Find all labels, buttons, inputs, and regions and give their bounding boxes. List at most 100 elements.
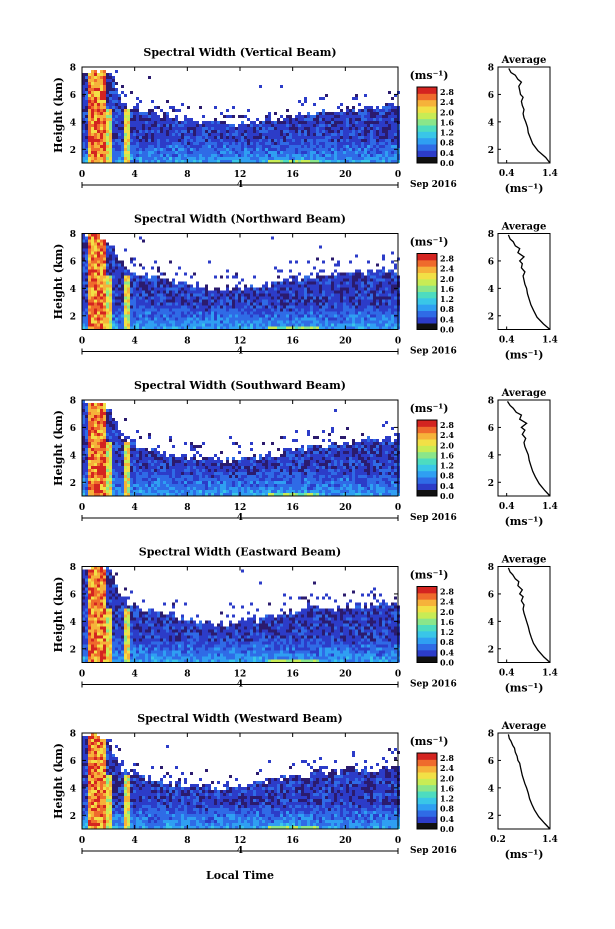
profile-xunit: (ms⁻¹) <box>505 182 544 195</box>
heatmap-cell <box>394 127 397 130</box>
heatmap-cell <box>124 136 127 139</box>
heatmap-cell <box>82 130 85 133</box>
heatmap-cell <box>325 293 328 297</box>
heatmap-cell <box>394 293 397 297</box>
heatmap-cell <box>118 121 121 124</box>
heatmap-cell <box>160 142 163 145</box>
heatmap-cell <box>208 142 211 145</box>
heatmap-cell <box>142 469 145 472</box>
heatmap-cell <box>181 124 184 127</box>
heatmap-cell <box>151 130 154 133</box>
heatmap-cell <box>241 326 244 330</box>
heatmap-cell <box>208 469 211 472</box>
heatmap-cell <box>394 275 397 279</box>
heatmap-cell <box>112 281 115 285</box>
heatmap-cell <box>97 293 100 297</box>
heatmap-cell <box>85 239 88 243</box>
heatmap-cell <box>175 323 178 327</box>
heatmap-cell <box>97 88 100 91</box>
heatmap-cell <box>88 130 91 133</box>
heatmap-cell <box>94 281 97 285</box>
heatmap-cell <box>118 487 121 490</box>
heatmap-cell <box>394 320 397 324</box>
heatmap-cell <box>91 302 94 306</box>
heatmap-cell <box>148 133 151 136</box>
heatmap-cell <box>382 278 385 282</box>
heatmap-cell <box>289 139 292 142</box>
heatmap-cell <box>103 275 106 279</box>
heatmap-cell <box>202 308 205 312</box>
heatmap-cell <box>124 463 127 466</box>
heatmap-cell <box>82 406 85 409</box>
colorbar-swatch <box>417 266 437 273</box>
heatmap-cell <box>367 308 370 312</box>
heatmap-cell <box>331 160 334 163</box>
heatmap-cell <box>289 157 292 160</box>
heatmap-cell <box>274 317 277 321</box>
x-tick-label: 20 <box>339 170 352 180</box>
heatmap-cell <box>121 85 124 88</box>
heatmap-cell <box>331 127 334 130</box>
heatmap-cell <box>139 460 142 463</box>
heatmap-cell <box>91 308 94 312</box>
heatmap-cell <box>388 281 391 285</box>
heatmap-cell <box>352 136 355 139</box>
heatmap-cell <box>340 278 343 282</box>
heatmap-cell <box>361 115 364 118</box>
heatmap-cell <box>106 421 109 424</box>
heatmap-cell <box>244 323 247 327</box>
heatmap-cell <box>100 308 103 312</box>
heatmap-cell <box>208 460 211 463</box>
heatmap-cell <box>196 142 199 145</box>
heatmap-cell <box>175 308 178 312</box>
heatmap-cell <box>274 323 277 327</box>
heatmap-cell <box>103 448 106 451</box>
heatmap-cell <box>253 160 256 163</box>
heatmap-cell <box>97 472 100 475</box>
heatmap-cell <box>133 445 136 448</box>
heatmap-cell <box>85 427 88 430</box>
heatmap-cell <box>190 457 193 460</box>
heatmap-cell <box>208 121 211 124</box>
heatmap-cell <box>193 133 196 136</box>
heatmap-cell <box>394 296 397 300</box>
heatmap-cell <box>277 320 280 324</box>
heatmap-cell <box>211 299 214 303</box>
heatmap-cell <box>82 100 85 103</box>
heatmap-cell <box>214 133 217 136</box>
heatmap-cell <box>160 460 163 463</box>
heatmap-cell <box>97 457 100 460</box>
heatmap-cell <box>94 421 97 424</box>
heatmap-cell <box>223 136 226 139</box>
heatmap-cell <box>130 314 133 318</box>
heatmap-cell <box>100 314 103 318</box>
heatmap-cell <box>103 157 106 160</box>
profile-y-tick-label: 4 <box>488 285 494 295</box>
heatmap-cell <box>136 133 139 136</box>
heatmap-cell <box>169 130 172 133</box>
heatmap-cell <box>115 145 118 148</box>
heatmap-cell <box>145 311 148 315</box>
heatmap-cell <box>271 296 274 300</box>
heatmap-cell <box>202 490 205 493</box>
heatmap-cell <box>85 124 88 127</box>
heatmap-cell <box>349 275 352 279</box>
heatmap-cell <box>187 284 190 288</box>
heatmap-cell <box>205 493 208 496</box>
heatmap-cell <box>100 481 103 484</box>
heatmap-cell <box>352 287 355 291</box>
heatmap-cell <box>103 493 106 496</box>
heatmap-cell <box>121 469 124 472</box>
heatmap-cell <box>316 127 319 130</box>
heatmap-cell <box>178 145 181 148</box>
heatmap-cell <box>385 154 388 157</box>
heatmap-cell <box>340 284 343 288</box>
heatmap-cell <box>385 133 388 136</box>
heatmap-cell <box>94 448 97 451</box>
heatmap-cell <box>379 272 382 276</box>
heatmap-cell <box>313 317 316 321</box>
heatmap-cell <box>295 157 298 160</box>
heatmap-cell <box>253 326 256 330</box>
heatmap-cell <box>358 278 361 282</box>
heatmap-cell <box>142 275 145 279</box>
